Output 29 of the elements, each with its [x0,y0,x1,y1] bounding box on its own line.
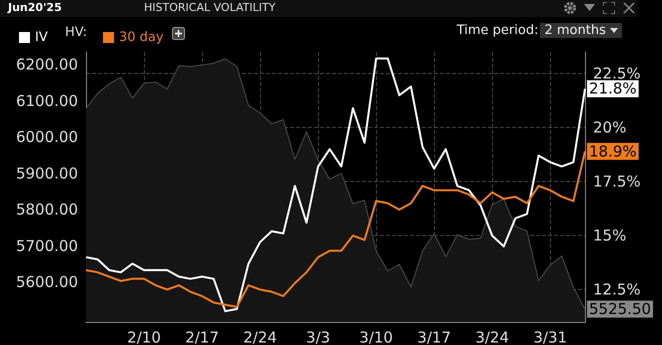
y-tick-label: 5900.00 [16,164,78,182]
x-tick-label: 2/17 [185,328,219,345]
y-tick-label: 5700.00 [16,236,78,255]
y2-tick-label: 17.5% [593,172,641,191]
text: 2 months [544,23,606,38]
y-tick-label: 6000.00 [16,128,78,146]
legend-title: HV: [65,25,87,40]
legend-label: IV [35,30,48,45]
y2-tick-label: 20% [593,118,626,137]
legend-label: 30 day [119,30,164,45]
chart-subtitle: Jun20'25 [8,1,62,14]
y-tick-label: 6200.00 [16,56,78,74]
y-tick-label: 5600.00 [16,273,78,292]
x-tick-label: 3/3 [306,328,330,345]
data-label: 5525.50 [589,300,652,318]
y-tick-label: 5800.00 [16,200,78,219]
data-label: 21.8% [589,80,637,98]
x-tick-label: 3/31 [533,328,568,345]
x-tick-label: 2/10 [127,328,161,345]
x-tick-label: 3/17 [417,328,451,345]
y2-tick-label: 15% [593,226,626,245]
x-tick-label: 2/24 [243,328,277,345]
y-tick-label: 6100.00 [16,92,78,110]
chart-title: HISTORICAL VOLATILITY [144,1,276,14]
data-label: 18.9% [589,142,637,160]
y2-tick-label: 12.5% [593,280,641,299]
x-tick-label: 3/10 [359,328,393,345]
text: Time period: [456,23,538,38]
x-tick-label: 3/24 [475,328,510,345]
